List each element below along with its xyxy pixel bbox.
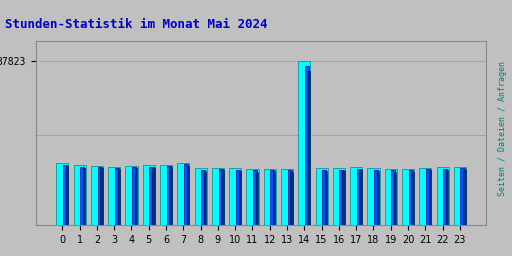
Bar: [246, 169, 259, 225]
Bar: [411, 172, 414, 225]
Bar: [135, 168, 137, 225]
Bar: [100, 168, 103, 225]
Bar: [429, 170, 431, 225]
Bar: [152, 168, 155, 225]
Bar: [98, 167, 102, 225]
Bar: [426, 169, 430, 225]
Bar: [66, 166, 68, 225]
Bar: [368, 168, 379, 225]
Bar: [91, 166, 103, 225]
Bar: [80, 167, 84, 225]
Bar: [290, 172, 293, 225]
Bar: [74, 165, 86, 225]
Bar: [446, 170, 449, 225]
Bar: [437, 167, 449, 225]
Bar: [63, 165, 67, 225]
Bar: [342, 171, 345, 225]
Bar: [339, 169, 344, 225]
Bar: [253, 170, 257, 225]
Bar: [212, 168, 224, 225]
Bar: [177, 163, 189, 225]
Bar: [350, 167, 362, 225]
Bar: [201, 169, 205, 225]
Bar: [83, 168, 86, 225]
Bar: [150, 167, 154, 225]
Bar: [115, 168, 119, 225]
Bar: [298, 61, 310, 225]
Bar: [419, 168, 431, 225]
Bar: [108, 167, 120, 225]
Bar: [315, 168, 328, 225]
Bar: [463, 169, 465, 225]
Bar: [333, 168, 345, 225]
Bar: [219, 169, 223, 225]
Bar: [374, 169, 378, 225]
Bar: [305, 67, 309, 225]
Bar: [394, 172, 396, 225]
Bar: [195, 168, 207, 225]
Bar: [56, 164, 69, 225]
Bar: [167, 166, 171, 225]
Bar: [184, 164, 188, 225]
Bar: [239, 171, 241, 225]
Bar: [391, 170, 395, 225]
Bar: [273, 171, 275, 225]
Bar: [377, 171, 379, 225]
Bar: [325, 171, 327, 225]
Bar: [132, 167, 136, 225]
Bar: [409, 170, 413, 225]
Bar: [402, 169, 414, 225]
Bar: [264, 169, 276, 225]
Bar: [359, 170, 362, 225]
Bar: [288, 170, 292, 225]
Bar: [118, 169, 120, 225]
Bar: [385, 169, 397, 225]
Bar: [443, 169, 447, 225]
Bar: [281, 169, 293, 225]
Text: Stunden-Statistik im Monat Mai 2024: Stunden-Statistik im Monat Mai 2024: [5, 18, 268, 31]
Bar: [229, 168, 241, 225]
Bar: [322, 169, 326, 225]
Bar: [143, 165, 155, 225]
Text: Seiten / Dateien / Anfragen: Seiten / Dateien / Anfragen: [498, 60, 507, 196]
Bar: [270, 170, 274, 225]
Bar: [256, 172, 258, 225]
Bar: [187, 166, 189, 225]
Bar: [308, 71, 310, 225]
Bar: [460, 168, 464, 225]
Bar: [169, 167, 172, 225]
Bar: [125, 166, 138, 225]
Bar: [236, 169, 240, 225]
Bar: [221, 170, 224, 225]
Bar: [454, 167, 466, 225]
Bar: [204, 171, 206, 225]
Bar: [160, 165, 172, 225]
Bar: [357, 169, 361, 225]
